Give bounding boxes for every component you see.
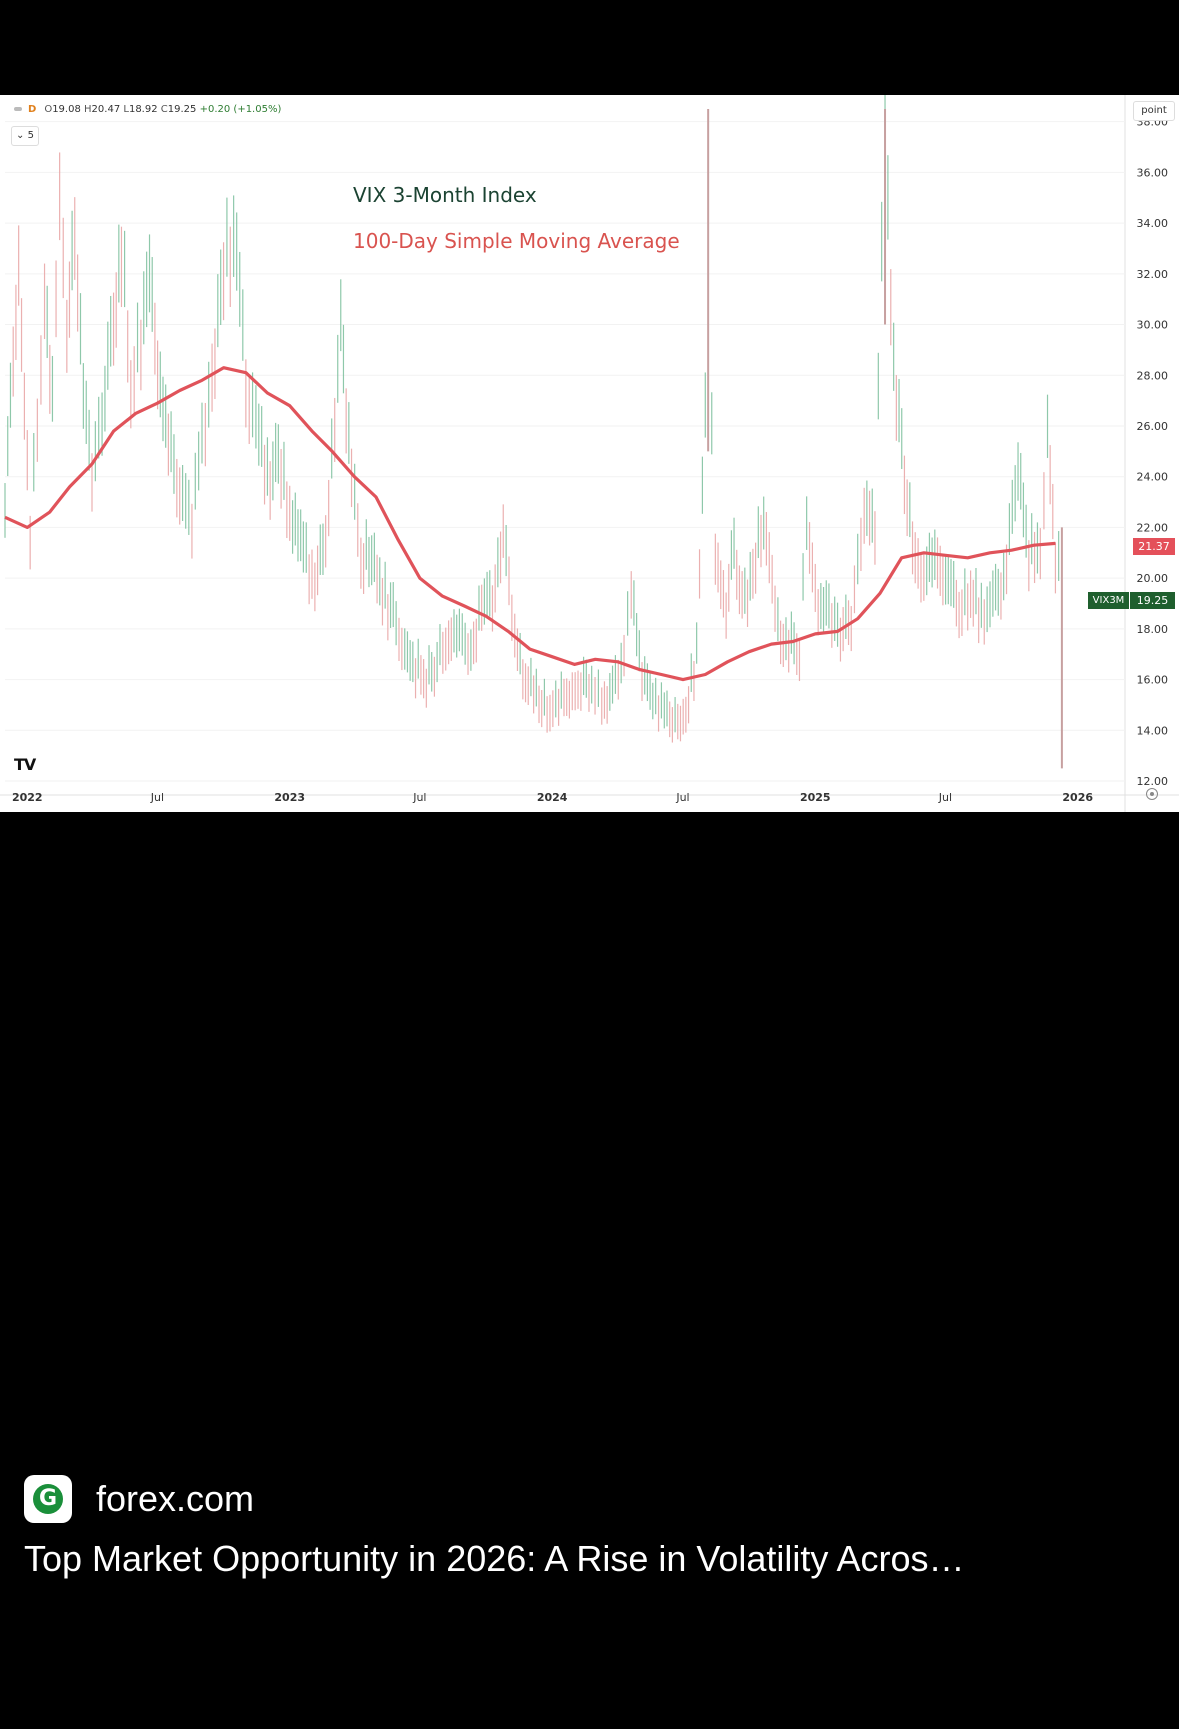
- low-value: 18.92: [128, 104, 158, 115]
- y-tick-label: 26.00: [1137, 420, 1169, 433]
- high-value: 20.47: [91, 104, 121, 115]
- high-label: H: [84, 104, 92, 115]
- vix3m-chart: 38.0036.0034.0032.0030.0028.0026.0024.00…: [0, 95, 1179, 812]
- chart-subtitle: 100-Day Simple Moving Average: [353, 229, 680, 253]
- x-tick-label: Jul: [938, 791, 952, 804]
- source-row[interactable]: G forex.com: [24, 1474, 254, 1524]
- change-value: +0.20 (+1.05%): [199, 104, 282, 115]
- low-label: L: [123, 104, 129, 115]
- y-tick-label: 32.00: [1137, 268, 1169, 281]
- last-price-badge: 19.25: [1130, 592, 1175, 609]
- x-tick-label: 2024: [537, 791, 568, 804]
- symbol-dot-icon: [14, 107, 22, 111]
- y-tick-label: 34.00: [1137, 217, 1169, 230]
- forex-logo-icon: G: [24, 1475, 72, 1523]
- x-tick-label: Jul: [412, 791, 426, 804]
- y-tick-label: 28.00: [1137, 369, 1169, 382]
- x-tick-label: 2023: [274, 791, 305, 804]
- x-tick-label: Jul: [675, 791, 689, 804]
- article-headline[interactable]: Top Market Opportunity in 2026: A Rise i…: [24, 1538, 965, 1579]
- y-tick-label: 36.00: [1137, 166, 1169, 179]
- source-name: forex.com: [96, 1478, 255, 1519]
- chart-panel: 38.00 36.00 34.00 32.00 30.00 28.00 26.00 24.00…: [0, 95, 1179, 812]
- x-tick-label: Jul: [150, 791, 164, 804]
- ohlc-readout: D O19.08 H20.47 L18.92 C19.25 +0.20 (+1.0…: [14, 104, 281, 115]
- tradingview-logo[interactable]: 𝗧𝗩: [14, 755, 36, 774]
- timeframe[interactable]: D: [28, 104, 37, 115]
- chart-title: VIX 3-Month Index: [353, 183, 537, 207]
- y-tick-label: 24.00: [1137, 471, 1169, 484]
- settings-gear-icon[interactable]: [1146, 788, 1158, 800]
- close-label: C: [160, 104, 168, 115]
- y-tick-label: 30.00: [1137, 319, 1169, 332]
- open-value: 19.08: [52, 104, 81, 115]
- y-tick-label: 22.00: [1137, 521, 1169, 534]
- y-tick-label: 20.00: [1137, 572, 1169, 585]
- symbol-badge: VIX3M: [1088, 592, 1130, 609]
- sma-line: [4, 366, 1056, 682]
- close-value: 19.25: [167, 104, 197, 115]
- x-tick-label: 2022: [12, 791, 43, 804]
- price-unit-button[interactable]: point: [1133, 101, 1175, 121]
- y-tick-label: 18.00: [1137, 623, 1169, 636]
- y-tick-label: 12.00: [1137, 775, 1169, 788]
- open-label: O: [44, 104, 53, 115]
- x-tick-label: 2026: [1062, 791, 1093, 804]
- y-tick-label: 16.00: [1137, 674, 1169, 687]
- collapse-indicators-button[interactable]: ⌄ 5: [11, 126, 39, 146]
- y-tick-label: 14.00: [1137, 724, 1169, 737]
- x-tick-label: 2025: [800, 791, 831, 804]
- sma-price-badge: 21.37: [1133, 538, 1175, 555]
